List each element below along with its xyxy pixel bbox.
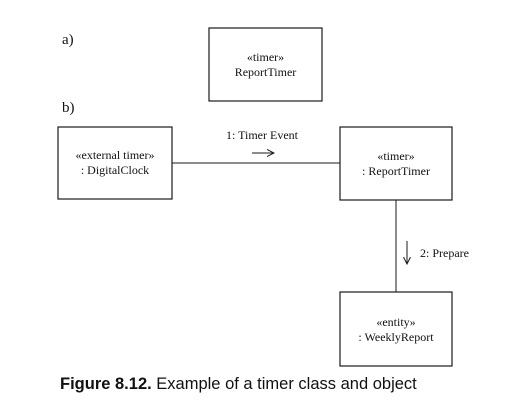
report-timer-object-box: «timer» : ReportTimer bbox=[339, 126, 453, 201]
report-timer-class-stereotype: «timer» bbox=[247, 50, 284, 64]
digital-clock-stereotype: «external timer» bbox=[76, 148, 155, 162]
figure-caption-text: Example of a timer class and object bbox=[151, 375, 417, 393]
digital-clock-object-box: «external timer» : DigitalClock bbox=[57, 126, 173, 200]
prepare-message-label: 2: Prepare bbox=[420, 246, 469, 260]
part-b-label: b) bbox=[62, 100, 75, 116]
weekly-report-object-box: «entity» : WeeklyReport bbox=[339, 291, 453, 367]
digital-clock-name: : DigitalClock bbox=[81, 163, 149, 177]
report-timer-object-stereotype: «timer» bbox=[377, 149, 414, 163]
figure-caption: Figure 8.12. Example of a timer class an… bbox=[60, 375, 520, 394]
figure-number: Figure 8.12. bbox=[60, 375, 152, 393]
weekly-report-name: : WeeklyReport bbox=[358, 330, 434, 344]
report-timer-class-box: «timer» ReportTimer bbox=[208, 27, 323, 102]
part-a-label: a) bbox=[62, 32, 74, 48]
report-timer-class-name: ReportTimer bbox=[235, 65, 297, 79]
report-timer-object-name: : ReportTimer bbox=[362, 164, 430, 178]
timer-event-message-label: 1: Timer Event bbox=[226, 128, 299, 142]
weekly-report-stereotype: «entity» bbox=[376, 315, 415, 329]
